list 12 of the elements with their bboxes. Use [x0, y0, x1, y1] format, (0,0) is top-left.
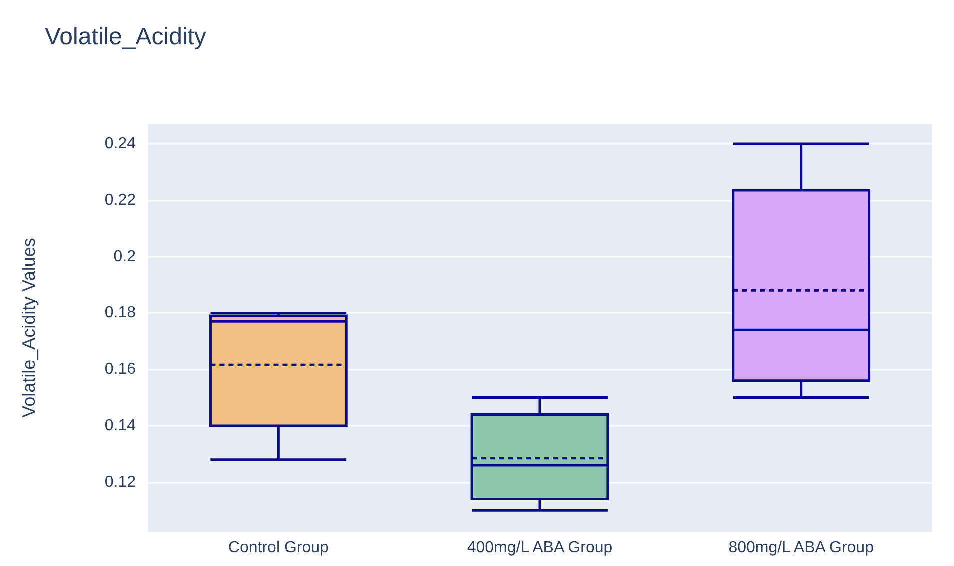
x-tick-label: 400mg/L ABA Group [467, 540, 613, 556]
y-axis-title: Volatile_Acidity Values [19, 238, 39, 418]
y-tick-label: 0.12 [104, 474, 136, 491]
y-tick-label: 0.24 [104, 136, 136, 153]
x-tick-label: 800mg/L ABA Group [728, 540, 874, 556]
y-tick-label: 0.2 [114, 248, 136, 266]
y-tick-label: 0.16 [104, 361, 136, 378]
y-tick-label: 0.18 [104, 304, 136, 322]
y-tick-label: 0.22 [104, 192, 136, 209]
x-tick-label: Control Group [228, 540, 330, 556]
y-tick-label: 0.14 [104, 417, 136, 434]
chart-title: Volatile_Acidity [45, 24, 206, 50]
